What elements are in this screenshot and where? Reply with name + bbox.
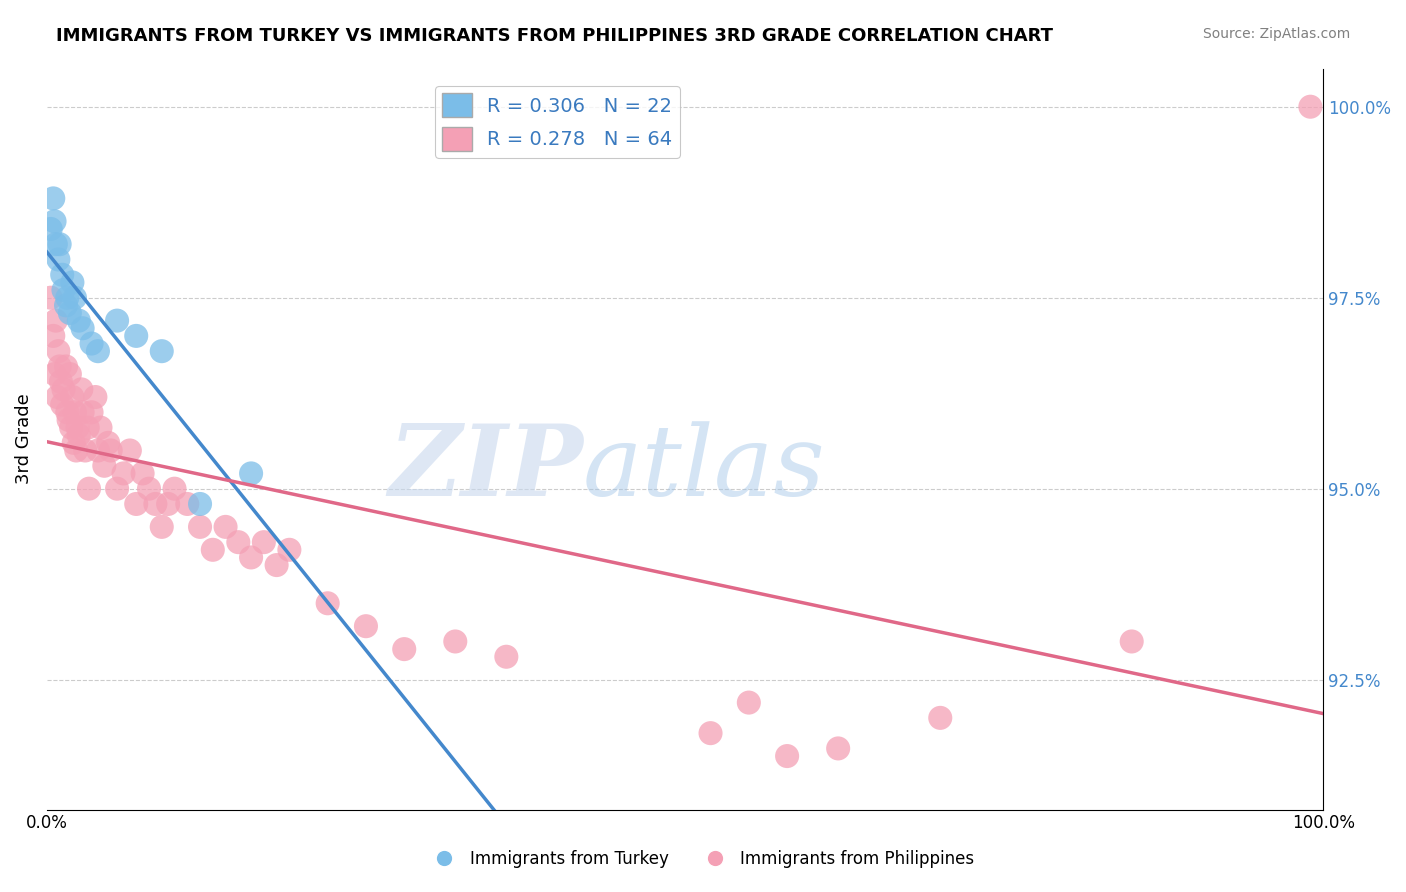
Point — [100, 443, 122, 458]
Point — [55, 359, 77, 374]
Point — [278, 542, 301, 557]
Point — [699, 726, 721, 740]
Point — [72, 321, 94, 335]
Point — [80, 405, 103, 419]
Point — [444, 634, 467, 648]
Text: IMMIGRANTS FROM TURKEY VS IMMIGRANTS FROM PHILIPPINES 3RD GRADE CORRELATION CHAR: IMMIGRANTS FROM TURKEY VS IMMIGRANTS FRO… — [56, 27, 1053, 45]
Point — [118, 443, 141, 458]
Point — [131, 467, 153, 481]
Point — [316, 596, 339, 610]
Point — [1121, 634, 1143, 648]
Point — [157, 497, 180, 511]
Point — [89, 420, 111, 434]
Point — [253, 535, 276, 549]
Point — [72, 405, 94, 419]
Point — [112, 467, 135, 481]
Text: Source: ZipAtlas.com: Source: ZipAtlas.com — [1202, 27, 1350, 41]
Point — [145, 497, 167, 511]
Point — [776, 749, 799, 764]
Point — [67, 313, 90, 327]
Point — [354, 619, 377, 633]
Point — [125, 329, 148, 343]
Point — [84, 390, 107, 404]
Point — [76, 420, 98, 434]
Point — [59, 306, 82, 320]
Point — [65, 443, 87, 458]
Point — [66, 420, 89, 434]
Point — [48, 344, 70, 359]
Point — [60, 420, 83, 434]
Point — [214, 520, 236, 534]
Point — [75, 443, 97, 458]
Point — [70, 383, 93, 397]
Point — [55, 298, 77, 312]
Point — [39, 222, 62, 236]
Point — [228, 535, 250, 549]
Point — [827, 741, 849, 756]
Point — [56, 405, 79, 419]
Point — [58, 413, 80, 427]
Point — [59, 367, 82, 381]
Point — [87, 344, 110, 359]
Point — [45, 313, 67, 327]
Point — [105, 482, 128, 496]
Point — [176, 497, 198, 511]
Point — [63, 291, 86, 305]
Point — [929, 711, 952, 725]
Point — [138, 482, 160, 496]
Point — [63, 405, 86, 419]
Point — [42, 191, 65, 205]
Point — [240, 467, 263, 481]
Text: atlas: atlas — [583, 421, 825, 516]
Point — [394, 642, 416, 657]
Point — [1299, 100, 1322, 114]
Point — [738, 696, 761, 710]
Point — [188, 520, 211, 534]
Point — [42, 329, 65, 343]
Point — [77, 482, 100, 496]
Point — [51, 268, 73, 282]
Point — [62, 390, 84, 404]
Point — [105, 313, 128, 327]
Point — [125, 497, 148, 511]
Point — [48, 252, 70, 267]
Point — [39, 291, 62, 305]
Legend: Immigrants from Turkey, Immigrants from Philippines: Immigrants from Turkey, Immigrants from … — [425, 844, 981, 875]
Point — [62, 435, 84, 450]
Point — [87, 443, 110, 458]
Point — [62, 276, 84, 290]
Text: ZIP: ZIP — [388, 420, 583, 517]
Y-axis label: 3rd Grade: 3rd Grade — [15, 393, 32, 484]
Legend: R = 0.306   N = 22, R = 0.278   N = 64: R = 0.306 N = 22, R = 0.278 N = 64 — [434, 86, 681, 159]
Point — [150, 520, 173, 534]
Point — [52, 383, 75, 397]
Point — [150, 344, 173, 359]
Point — [266, 558, 288, 572]
Point — [52, 283, 75, 297]
Point — [46, 390, 69, 404]
Point — [201, 542, 224, 557]
Point — [44, 214, 66, 228]
Point — [44, 367, 66, 381]
Point — [188, 497, 211, 511]
Point — [49, 375, 72, 389]
Point — [240, 550, 263, 565]
Point — [56, 291, 79, 305]
Point — [67, 428, 90, 442]
Point — [48, 359, 70, 374]
Point — [97, 435, 120, 450]
Point — [93, 458, 115, 473]
Point — [51, 398, 73, 412]
Point — [163, 482, 186, 496]
Point — [80, 336, 103, 351]
Point — [48, 237, 70, 252]
Point — [45, 237, 67, 252]
Point — [495, 649, 517, 664]
